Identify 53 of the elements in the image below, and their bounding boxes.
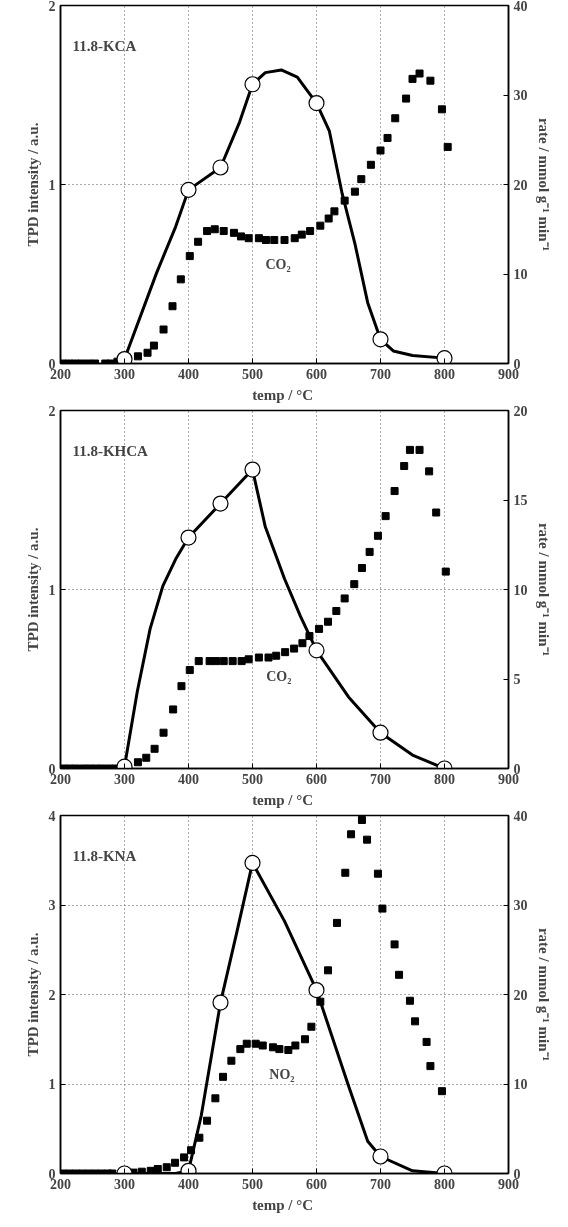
x-tick-label: 500: [242, 1176, 263, 1192]
y2-tick-label: 20: [513, 987, 528, 1003]
x-tick-label: 700: [370, 366, 391, 382]
y-tick-label: 1: [48, 582, 56, 598]
x-tick-label: 300: [114, 1176, 135, 1192]
y-tick-label: 2: [48, 403, 56, 419]
y2-tick-label: 10: [513, 1077, 528, 1092]
x-tick-label: 600: [306, 1176, 327, 1192]
y2-tick-label: 30: [513, 88, 528, 103]
text: 11.8-KHCA: [72, 442, 149, 459]
x-tick-label: 700: [370, 771, 391, 787]
x-tick-label: 800: [434, 1176, 455, 1192]
x-tick-label: 700: [370, 1176, 391, 1192]
y2-tick-label: 40: [513, 808, 528, 824]
y2-tick-label: 5: [513, 672, 521, 687]
x-axis-title: temp / °C: [252, 1196, 314, 1213]
annotation: CO₂: [266, 669, 292, 685]
y2-axis-title: rate / mmol g⁻¹ min⁻¹: [535, 522, 552, 657]
x-tick-label: 400: [178, 771, 199, 787]
y2-tick-label: 20: [513, 177, 528, 193]
y2-tick-label: 15: [513, 493, 528, 508]
y-axis-title: TPD intensity / a.u.: [24, 527, 41, 652]
y2-tick-label: 40: [513, 0, 528, 14]
y-tick-label: 2: [48, 987, 56, 1003]
y-tick-label: 4: [48, 808, 56, 824]
x-tick-label: 300: [114, 366, 135, 382]
y2-tick-label: 10: [513, 267, 528, 282]
y-tick-label: 1: [48, 177, 56, 193]
x-axis-title: temp / °C: [252, 791, 314, 808]
text: 11.8-KCA: [72, 37, 137, 54]
x-axis-title: temp / °C: [252, 386, 314, 403]
x-tick-label: 400: [178, 366, 199, 382]
y-axis-title: TPD intensity / a.u.: [24, 932, 41, 1057]
y2-tick-label: 30: [513, 898, 528, 913]
y-axis-title: TPD intensity / a.u.: [24, 122, 41, 247]
x-tick-label: 600: [306, 366, 327, 382]
y-tick-label: 3: [48, 898, 56, 913]
x-tick-label: 800: [434, 366, 455, 382]
text: 11.8-KNA: [72, 847, 137, 864]
y2-tick-label: 20: [513, 403, 528, 419]
annotation: NO₂: [269, 1066, 295, 1082]
x-tick-label: 500: [242, 771, 263, 787]
y-tick-label: 2: [48, 0, 56, 14]
x-tick-label: 600: [306, 771, 327, 787]
x-tick-label: 500: [242, 366, 263, 382]
annotation: CO₂: [265, 256, 291, 272]
y2-axis-title: rate / mmol g⁻¹ min⁻¹: [535, 117, 552, 252]
x-tick-label: 300: [114, 771, 135, 787]
y2-axis-title: rate / mmol g⁻¹ min⁻¹: [535, 927, 552, 1062]
x-tick-label: 800: [434, 771, 455, 787]
y2-tick-label: 10: [513, 582, 528, 598]
x-tick-label: 400: [178, 1176, 199, 1192]
y-tick-label: 1: [48, 1077, 56, 1092]
